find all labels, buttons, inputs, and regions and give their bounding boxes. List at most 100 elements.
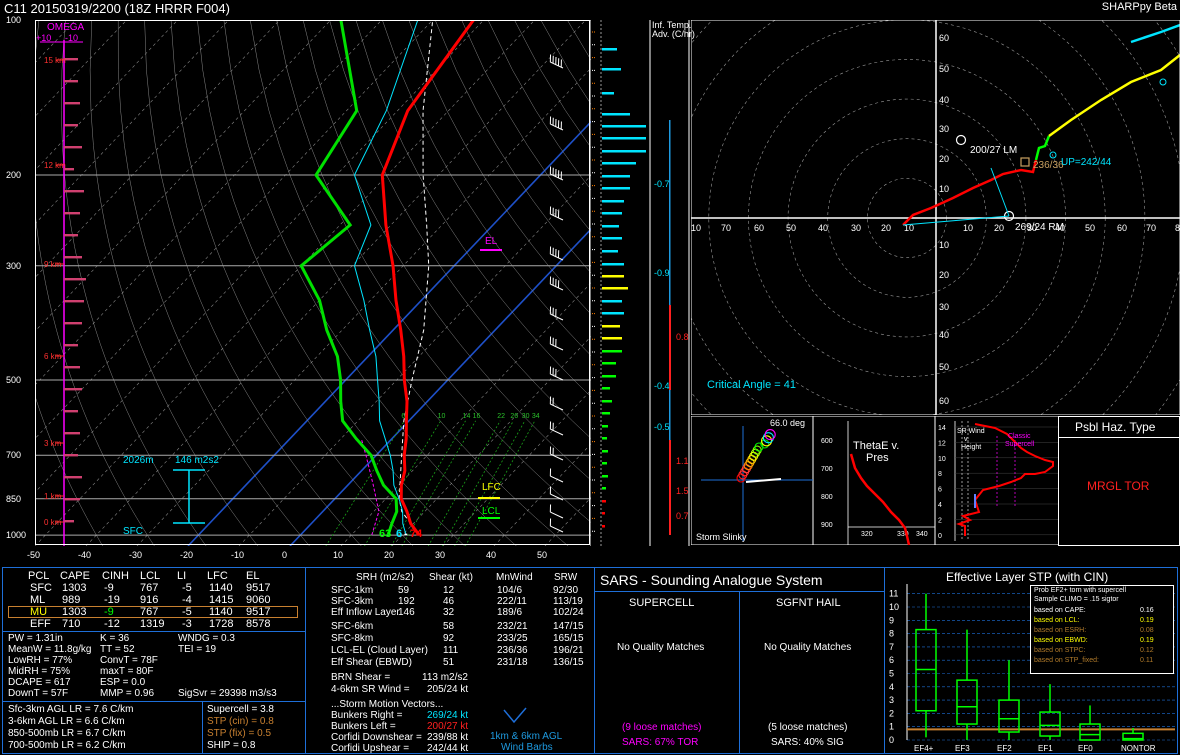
stp-y-tick: 5 <box>889 669 894 679</box>
thetae-bar <box>602 500 606 503</box>
hodo-y-tick: 40 <box>939 330 949 340</box>
sars-title: SARS - Sounding Analogue System <box>600 572 823 588</box>
kine-cell: 222/11 <box>497 596 527 607</box>
wind-barbs-label: Wind Barbs <box>501 742 553 753</box>
parcel-cell: 710 <box>62 618 81 630</box>
thetae-bar <box>602 175 630 178</box>
mu-parcel-highlight[interactable] <box>8 606 298 618</box>
omega-bar <box>64 124 78 127</box>
thetae-bar <box>602 92 614 95</box>
kine-label: SFC-6km <box>331 621 374 632</box>
pressure-tick: 1000 <box>6 530 27 541</box>
hodo-x-tick: 80 <box>1175 223 1180 233</box>
hodo-mean-label: 236/36 <box>1033 160 1064 171</box>
parcel-cell: 1319 <box>140 618 165 630</box>
temp-tick: -30 <box>129 550 143 560</box>
temp-tick: 40 <box>486 550 497 560</box>
thetae-bar <box>602 312 624 315</box>
parcel-cell: 989 <box>62 594 81 606</box>
srwind-title-2: v. <box>964 436 969 443</box>
parcel-cell: -5 <box>182 606 192 618</box>
inf-adv-val: -0.7 <box>654 179 670 189</box>
index-value: ESP = 0.0 <box>100 677 146 688</box>
index-value: DownT = 57F <box>8 688 69 699</box>
thetae-bar <box>602 475 608 478</box>
parcel-cell: 1303 <box>62 606 87 618</box>
omega-bar <box>64 454 78 457</box>
kine-cell: 113/19 <box>553 596 583 607</box>
sounding-title: C11 20150319/2200 (18Z HRRR F004) <box>4 1 230 16</box>
thetae-bar <box>602 300 622 303</box>
kine-cell: 192 <box>398 596 415 607</box>
omega-bar <box>64 80 78 83</box>
thetae-bar <box>602 68 621 71</box>
height-label: 3 km <box>44 439 62 448</box>
thetae-bar <box>602 487 606 490</box>
stp-legend-value: 0.19 <box>1140 637 1154 644</box>
srwind-classic: Classic <box>1008 433 1031 440</box>
srwind-y-tick: 8 <box>938 471 942 478</box>
omega-bar <box>64 476 82 479</box>
mixing-ratio-label: 34 <box>532 413 540 420</box>
parcel-cell: ML <box>30 594 46 606</box>
kine-cell: 146 <box>398 607 415 618</box>
kine-cell: 231/18 <box>497 657 528 668</box>
omega-bar <box>64 344 78 347</box>
thetae-vs-pres: 600 700 800 900 320 330 340 <box>813 416 935 545</box>
inf-adv-val: 1.5 <box>676 486 689 496</box>
hodo-trace-3-6km <box>1034 135 1051 161</box>
thetae-bar <box>602 263 624 266</box>
composite-index: STP (fix) = 0.5 <box>207 728 272 739</box>
parcel-header: EL <box>246 570 260 582</box>
temp-tick: -10 <box>231 550 245 560</box>
thetae-bar <box>602 125 646 128</box>
parcel-trace <box>398 20 434 536</box>
thetae-bar <box>602 187 630 190</box>
kine-cell: 92/30 <box>553 585 579 596</box>
hodo-mean-wind-marker <box>1020 157 1030 167</box>
srwind-y-tick: 10 <box>938 456 946 463</box>
hodo-up-marker <box>1049 151 1057 159</box>
stp-legend-title-1: Prob EF2+ torn with supercell <box>1034 587 1127 594</box>
sfc-wb-label: 6 <box>396 528 403 540</box>
hazard-title: Psbl Haz. Type <box>1075 420 1156 434</box>
hazard-value: MRGL TOR <box>1087 479 1150 493</box>
thetae-p-tick: 900 <box>821 522 833 529</box>
thetae-bar <box>602 362 616 365</box>
parcel-cell: 916 <box>140 594 159 606</box>
stp-y-tick: 9 <box>889 615 894 625</box>
kine-cell: 59 <box>398 585 410 596</box>
corfidi-up-value: 242/44 kt <box>427 743 469 754</box>
kine-cell: 58 <box>443 621 455 632</box>
dewpoint-line <box>299 20 399 536</box>
omega-bar <box>64 102 80 105</box>
hodo-y-tick: 60 <box>939 396 949 406</box>
bunkers-left-label: Bunkers Left = <box>331 721 396 732</box>
index-value: DCAPE = 617 <box>8 677 71 688</box>
hodograph[interactable]: 10 70 60 50 40 30 20 10 10 20 30 40 50 60 70 80 60 50 40 30… <box>691 20 1180 415</box>
omega-bar <box>64 168 74 171</box>
stp-category: EF1 <box>1038 744 1053 753</box>
omega-bar <box>64 322 82 325</box>
thetae-bar <box>602 150 646 153</box>
thetae-bar <box>602 275 624 278</box>
wind-barb-icon <box>503 707 527 724</box>
thetae-bar <box>602 48 617 51</box>
thetae-title-2: Pres <box>866 452 889 464</box>
sfc-dew-label: 63 <box>379 528 392 540</box>
skewt-diagram[interactable]: 6 10 14 16 22 26 30 34 15 km 12 km 9 km 6 km 3 km 1 k… <box>35 20 591 546</box>
thetae-bar <box>602 250 618 253</box>
temp-tick: 30 <box>435 550 446 560</box>
kine-header: SRH (m2/s2) <box>356 572 414 583</box>
app-brand: SHARPpy Beta <box>1101 1 1177 13</box>
sfc-label: SFC <box>123 526 143 537</box>
stp-legend-label: based on STP_fixed: <box>1034 657 1099 664</box>
omega-bar <box>64 234 78 237</box>
inf-adv-val: 0.7 <box>676 511 689 521</box>
corfidi-up-label: Corfidi Upshear = <box>331 743 410 754</box>
temp-tick: -20 <box>180 550 194 560</box>
height-label: 0 km <box>44 518 62 527</box>
mixing-ratio-label: 26 <box>510 413 518 420</box>
hodo-x-tick: 70 <box>721 223 731 233</box>
thetae-x-tick: 340 <box>916 531 928 538</box>
